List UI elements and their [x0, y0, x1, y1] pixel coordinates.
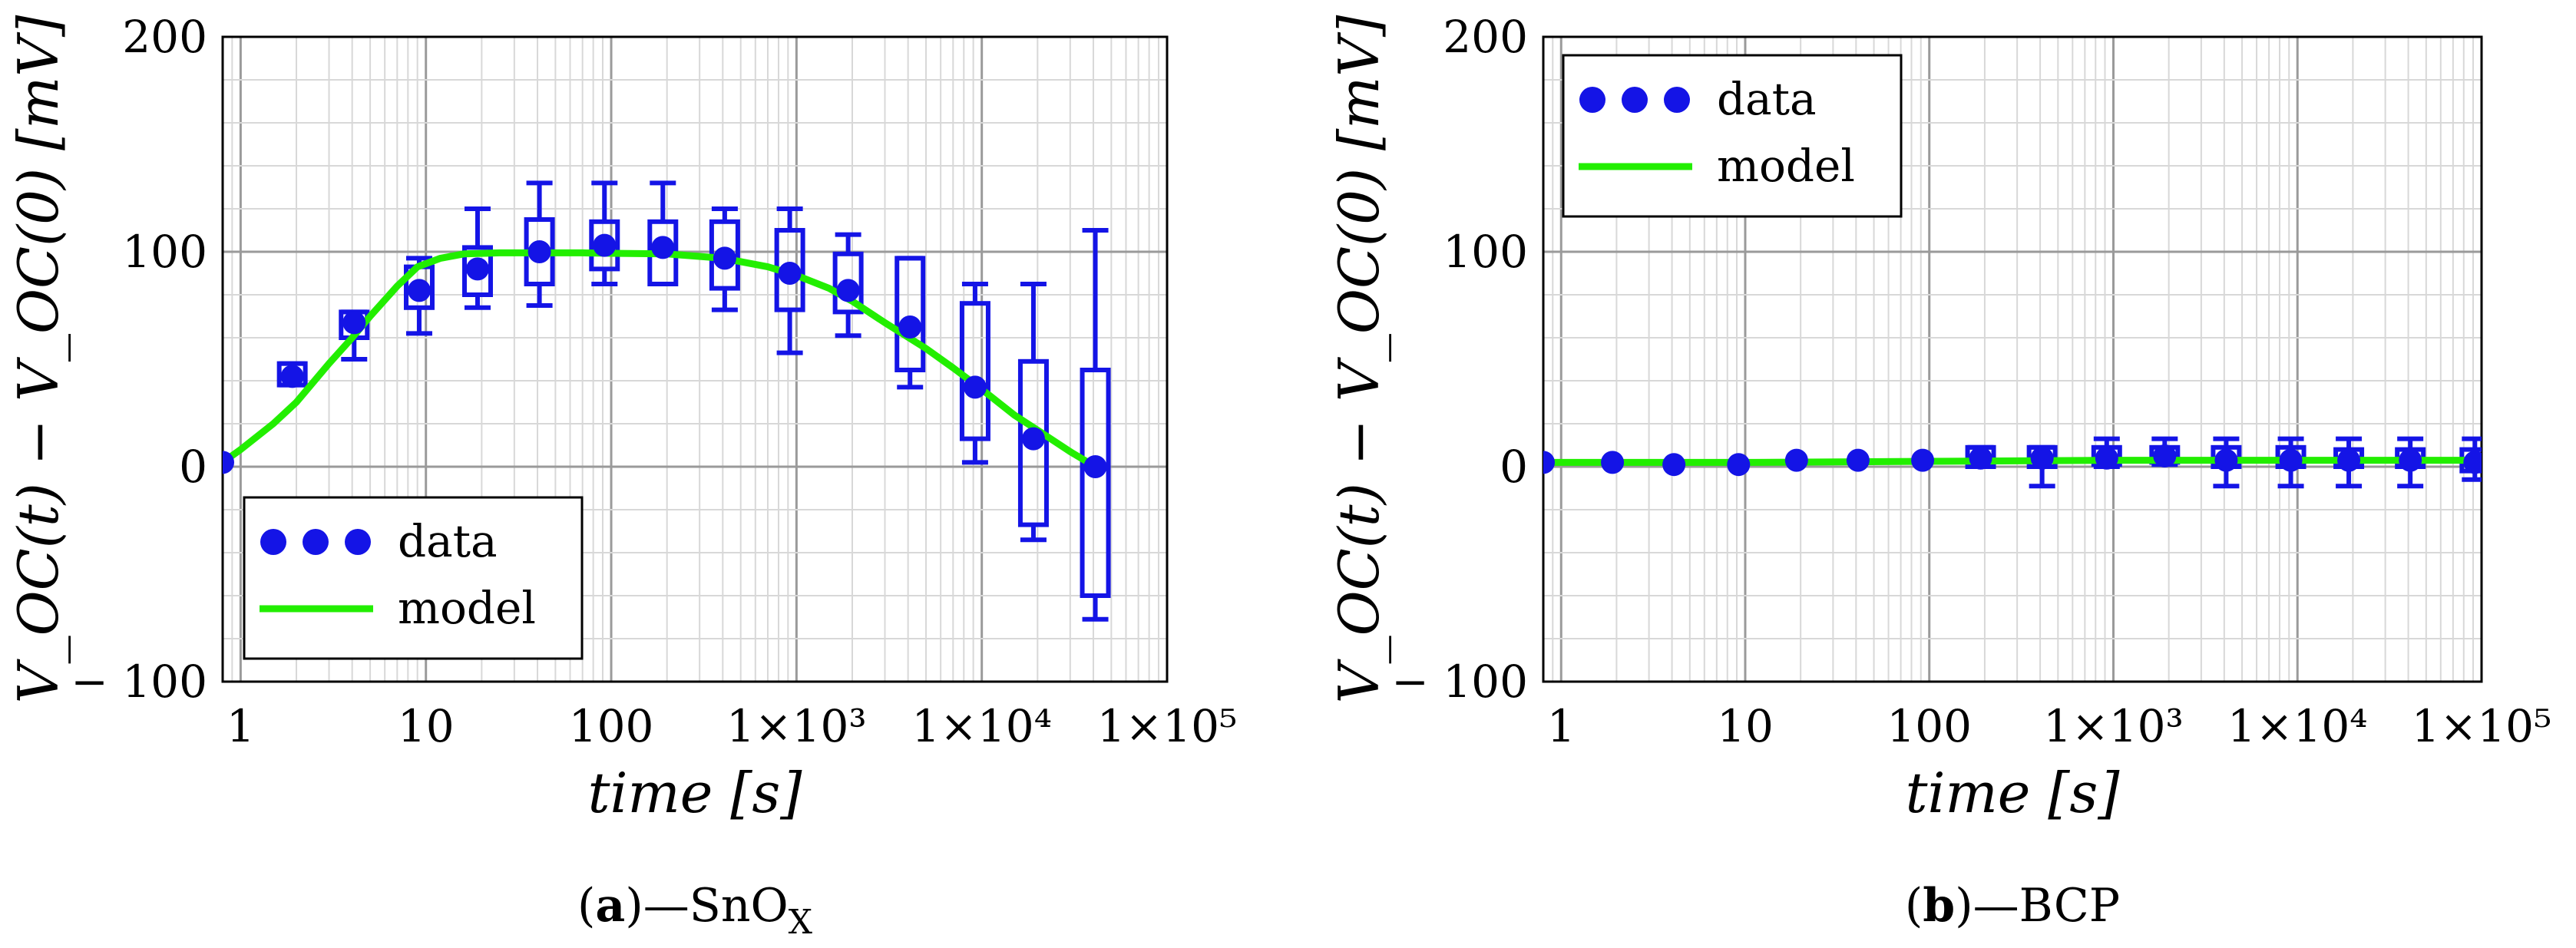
- data-point: [898, 315, 922, 339]
- legend-label-data: data: [1717, 73, 1817, 125]
- figure-caption: (a)—SnOX: [577, 879, 813, 942]
- y-tick-label: 200: [122, 11, 207, 63]
- data-point: [2463, 451, 2482, 474]
- data-point: [1662, 453, 1686, 477]
- legend: data model: [243, 496, 584, 660]
- data-point: [713, 246, 736, 270]
- box-iqr: [832, 251, 864, 315]
- figure-caption: (b)—BCP: [1905, 879, 2120, 933]
- chart-b-bcp: − 100 0 100 200 1 10 100 1×10³ 1×10⁴ 1×10⁵ time [s…: [1327, 11, 2551, 933]
- x-axis-label: time [s]: [588, 761, 803, 825]
- y-tick-label: 0: [1500, 441, 1528, 493]
- plot-area: [223, 180, 1111, 622]
- data-point: [651, 236, 675, 259]
- box-iqr: [894, 256, 926, 372]
- boxplot: [959, 282, 990, 465]
- plot-frame: [1542, 35, 2483, 683]
- y-tick-label: − 100: [1391, 656, 1528, 708]
- data-point: [465, 257, 489, 281]
- y-tick-label: 100: [122, 226, 207, 278]
- x-tick-label: 100: [569, 700, 654, 752]
- legend-label-model: model: [398, 582, 536, 634]
- x-tick-label: 1×10³: [2043, 700, 2184, 752]
- boxplot: [461, 206, 493, 310]
- y-tick-label: − 100: [71, 656, 207, 708]
- x-tick-label: 10: [1717, 700, 1774, 752]
- data-point: [223, 451, 234, 474]
- legend-box: [1562, 54, 1903, 218]
- data-point: [1784, 448, 1808, 472]
- data-point: [593, 233, 617, 257]
- legend-box: [243, 496, 584, 660]
- y-tick-label: 200: [1443, 11, 1528, 63]
- legend-data-marker: [303, 529, 329, 555]
- data-point: [1601, 451, 1625, 474]
- legend-label-model: model: [1717, 140, 1855, 192]
- data-point: [2030, 446, 2054, 470]
- chart-a-snox: − 100 0 100 200 1 10 100 1×10³ 1×10⁴ 1×10⁵ time [s…: [6, 11, 1237, 942]
- x-tick-label: 1×10⁵: [1097, 700, 1238, 752]
- data-point: [407, 279, 431, 302]
- model-line: [1543, 457, 2482, 466]
- data-point: [2399, 448, 2422, 472]
- x-tick-label: 1×10⁵: [2412, 700, 2552, 752]
- data-point: [1727, 453, 1751, 477]
- box-iqr: [959, 301, 990, 441]
- legend-data-marker: [345, 529, 371, 555]
- data-point: [1846, 448, 1870, 472]
- plot-frame: [221, 35, 1169, 683]
- data-point: [963, 375, 987, 399]
- data-point: [1021, 427, 1045, 451]
- y-tick-label: 100: [1443, 226, 1528, 278]
- legend-label-data: data: [398, 515, 498, 567]
- box-iqr: [1017, 358, 1049, 527]
- boxplot: [832, 232, 864, 339]
- data-point: [2214, 448, 2238, 472]
- legend: data model: [1562, 54, 1903, 218]
- x-tick-label: 100: [1887, 700, 1972, 752]
- y-axis-label: V_OC(t) − V_OC(0) [mV]: [1327, 15, 1391, 704]
- data-point: [2279, 448, 2303, 472]
- legend-data-marker: [260, 529, 286, 555]
- x-tick-label: 1×10³: [726, 700, 867, 752]
- data-point: [836, 279, 860, 302]
- data-point: [2095, 446, 2118, 470]
- x-tick-label: 1×10⁴: [2227, 700, 2368, 752]
- box-iqr: [461, 245, 493, 297]
- x-tick-label: 10: [398, 700, 455, 752]
- x-tick-label: 1: [227, 700, 255, 752]
- x-tick-label: 1: [1547, 700, 1576, 752]
- data-point: [778, 262, 802, 285]
- data-point: [280, 365, 304, 388]
- data-point: [1083, 455, 1107, 478]
- boxplot: [894, 256, 926, 390]
- data-point: [342, 311, 366, 335]
- data-point: [527, 240, 551, 263]
- x-axis-label: time [s]: [1906, 761, 2121, 825]
- box-iqr: [1080, 368, 1111, 598]
- data-point: [1969, 446, 1992, 470]
- x-tick-label: 1×10⁴: [911, 700, 1052, 752]
- boxplot: [647, 180, 679, 286]
- y-tick-label: 0: [179, 441, 207, 493]
- data-point: [2153, 444, 2177, 467]
- data-point: [1911, 448, 1935, 472]
- plot-area: [1543, 436, 2482, 489]
- legend-data-marker: [1664, 87, 1690, 113]
- boxplot: [709, 206, 740, 312]
- data-point: [2337, 448, 2361, 472]
- data-point: [1543, 451, 1555, 474]
- legend-data-marker: [1622, 87, 1648, 113]
- boxplot: [1080, 228, 1111, 622]
- y-axis-label: V_OC(t) − V_OC(0) [mV]: [6, 15, 71, 704]
- boxplot: [589, 180, 620, 286]
- boxplot: [1017, 282, 1049, 543]
- box-iqr: [589, 219, 620, 272]
- legend-data-marker: [1579, 87, 1605, 113]
